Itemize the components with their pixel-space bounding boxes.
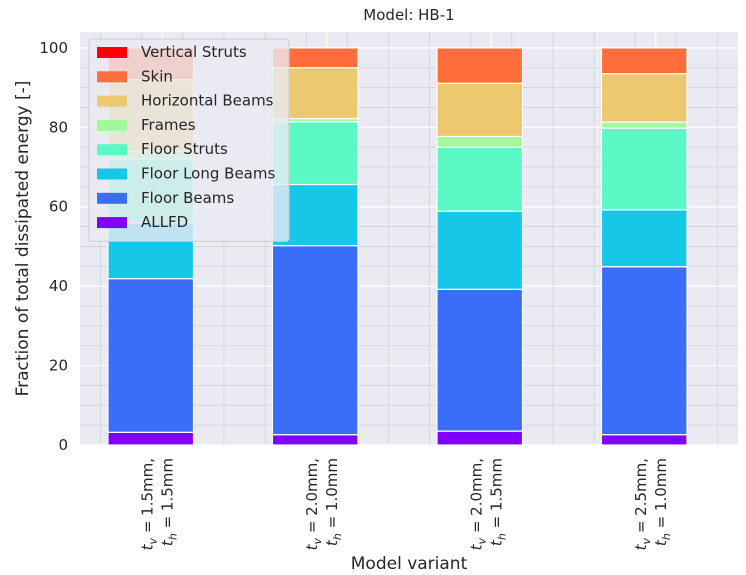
legend-swatch-horizontal-beams: [97, 95, 127, 107]
legend: Vertical Struts Skin Horizontal Beams Frame…: [88, 38, 290, 242]
bar-segment-allfd-3: [600, 434, 688, 446]
bar-segment-floor-beams-0: [107, 278, 195, 433]
y-tick-label: 80: [49, 118, 68, 136]
legend-label-allfd: ALLFD: [141, 213, 188, 231]
bar-segment-floor-beams-2: [436, 288, 524, 432]
bar-segment-horizontal-beams-3: [600, 73, 688, 123]
x-tick-label: tv = 2.5mm,: [632, 458, 653, 550]
x-tick-label: th = 1.0mm: [652, 458, 673, 546]
y-tick-label: 0: [58, 436, 68, 454]
y-tick-label: 20: [49, 357, 68, 375]
x-tick-label: tv = 1.5mm,: [138, 458, 159, 550]
legend-label-horizontal-beams: Horizontal Beams: [141, 92, 274, 110]
bar-segment-floor-beams-3: [600, 266, 688, 436]
y-axis-ticks: 0 20 40 60 80 100: [39, 39, 68, 454]
x-tick-label: th = 1.0mm: [323, 458, 344, 546]
x-tick-label: tv = 2.0mm,: [467, 458, 488, 550]
bar-segment-floor-struts-2: [436, 146, 524, 212]
y-tick-label: 40: [49, 277, 68, 295]
legend-swatch-allfd: [97, 217, 127, 229]
bar-segment-skin-2: [436, 47, 524, 84]
x-axis-label: Model variant: [351, 554, 468, 574]
y-axis-label: Fraction of total dissipated energy [-]: [13, 81, 33, 397]
bar-segment-frames-3: [600, 121, 688, 129]
bar-segment-allfd-0: [107, 431, 195, 446]
bar-segment-floor-beams-1: [271, 245, 359, 436]
bar-segment-floor-long-beams-3: [600, 209, 688, 268]
bar-segment-floor-long-beams-2: [436, 210, 524, 290]
bar-segment-allfd-2: [436, 430, 524, 446]
legend-swatch-skin: [97, 71, 127, 83]
legend-label-floor-struts: Floor Struts: [141, 140, 228, 158]
bar-segment-floor-struts-3: [600, 127, 688, 211]
legend-swatch-floor-long-beams: [97, 168, 127, 180]
x-tick-label: th = 1.5mm: [487, 458, 508, 546]
legend-label-frames: Frames: [141, 116, 196, 134]
bar-segment-allfd-1: [271, 434, 359, 446]
legend-swatch-vertical-struts: [97, 47, 127, 58]
y-tick-label: 100: [39, 39, 68, 57]
legend-box: [88, 38, 290, 242]
legend-label-vertical-struts: Vertical Struts: [141, 43, 247, 61]
x-tick-label: tv = 2.0mm,: [303, 458, 324, 550]
chart-title: Model: HB-1: [363, 6, 454, 24]
y-tick-label: 60: [49, 198, 68, 216]
bar-segment-horizontal-beams-2: [436, 82, 524, 138]
legend-label-floor-beams: Floor Beams: [141, 189, 234, 207]
legend-swatch-floor-struts: [97, 144, 127, 156]
legend-label-floor-long-beams: Floor Long Beams: [141, 165, 275, 183]
legend-swatch-frames: [97, 119, 127, 131]
bar-segment-skin-3: [600, 47, 688, 75]
x-tick-label: th = 1.5mm: [158, 458, 179, 546]
bar-segment-frames-2: [436, 135, 524, 148]
legend-label-skin: Skin: [141, 67, 173, 85]
legend-swatch-floor-beams: [97, 192, 127, 204]
